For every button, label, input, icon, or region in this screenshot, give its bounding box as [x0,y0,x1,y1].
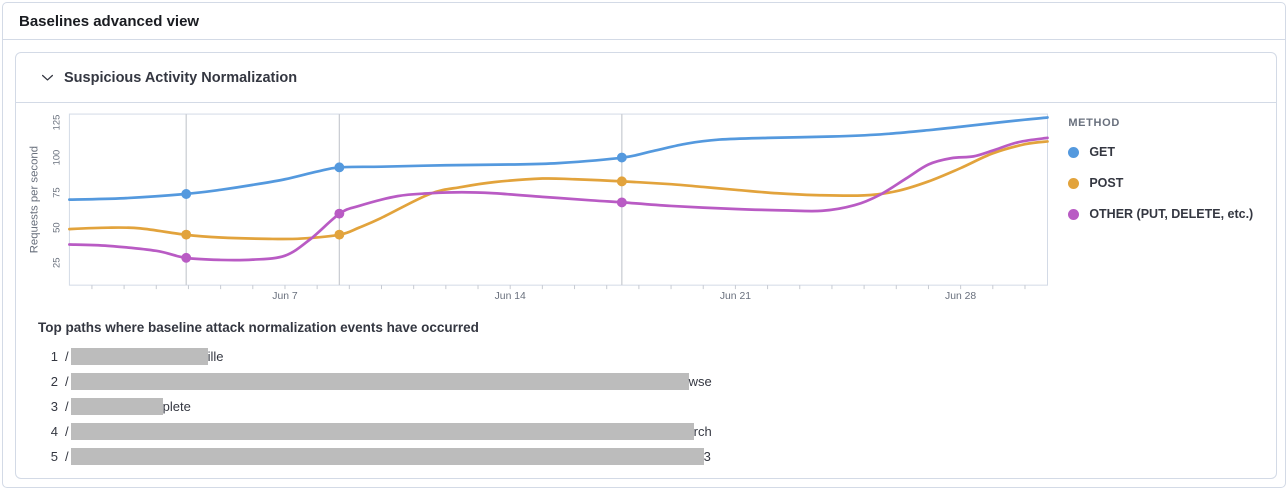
legend-title: METHOD [1068,117,1120,129]
path-rank: 4 [50,424,58,439]
path-row-4: 4 / rch [38,419,1276,444]
path-value: / wse [65,373,712,390]
top-paths-section: Top paths where baseline attack normaliz… [38,320,1276,469]
event-marker-get [181,189,192,199]
redacted-path-block [70,398,163,415]
top-paths-title: Top paths where baseline attack normaliz… [38,320,479,335]
chevron-down-icon[interactable] [40,71,54,85]
event-marker-post [181,229,192,240]
x-tick-label: Jun 21 [720,291,751,302]
path-slash: / [65,399,69,414]
legend-label: GET [1089,145,1116,159]
post-legend-dot-icon [1068,177,1080,189]
other-legend-dot-icon [1068,208,1080,220]
requests-chart: Jun 7 Jun 14 Jun 21 Jun 28 25 50 75 100 125 Reque… [29,113,1049,302]
event-marker-other [181,252,192,263]
redacted-path-block [70,423,694,440]
path-slash: / [65,374,69,389]
path-slash: / [65,424,69,439]
series-line-other [68,136,1049,262]
redacted-path-block [70,373,689,390]
section-title: Suspicious Activity Normalization [64,69,298,86]
y-tick-label: 75 [51,187,62,197]
path-rank: 3 [50,399,58,414]
y-tick-label: 100 [51,150,62,166]
path-suffix: 3 [703,449,711,464]
path-suffix: rch [693,424,712,439]
y-tick-label: 50 [51,222,62,232]
path-suffix: ille [207,349,224,364]
path-row-1: 1 / ille [38,344,1276,369]
series-line-post [68,140,1049,241]
path-value: / ille [65,348,224,365]
page-title: Baselines advanced view [19,12,200,30]
path-suffix: wse [688,374,712,389]
path-rank: 2 [50,374,58,389]
path-slash: / [65,349,69,364]
legend-item-other[interactable]: OTHER (PUT, DELETE, etc.) [1068,207,1276,221]
event-marker-other [616,197,627,208]
legend-item-get[interactable]: GET [1068,145,1276,159]
path-value: / plete [65,398,191,415]
event-marker-other [334,208,345,219]
page-title-bar: Baselines advanced view [3,3,1285,40]
event-marker-post [616,176,627,187]
legend-label: OTHER (PUT, DELETE, etc.) [1089,207,1254,221]
get-legend-dot-icon [1068,146,1080,158]
y-axis-title: Requests per second [29,146,41,253]
redacted-path-block [70,348,208,365]
event-marker-get [616,152,627,163]
y-tick-label: 125 [51,115,62,131]
path-rank: 5 [50,449,58,464]
event-marker-get [334,162,345,173]
y-tick-label: 25 [51,257,62,267]
x-tick-label: Jun 28 [945,291,976,302]
chart-legend: METHOD GET POST OTHER (PUT, DELETE, etc.… [1068,107,1276,312]
path-row-2: 2 / wse [38,369,1276,394]
path-value: /3 [65,448,711,465]
redacted-path-block [70,448,704,465]
series-line-get [68,116,1049,201]
path-slash: / [65,449,69,464]
x-tick-label: Jun 7 [272,291,298,302]
path-row-5: 5 /3 [38,444,1276,469]
legend-label: POST [1089,176,1124,190]
path-row-3: 3 / plete [38,394,1276,419]
path-rank: 1 [50,349,58,364]
x-tick-label: Jun 14 [495,291,526,302]
path-value: / rch [65,423,712,440]
chart-row: Jun 7 Jun 14 Jun 21 Jun 28 25 50 75 100 125 Reque… [16,107,1276,312]
legend-item-post[interactable]: POST [1068,176,1276,190]
event-marker-post [334,229,345,240]
section-header[interactable]: Suspicious Activity Normalization [16,53,1276,103]
path-suffix: plete [162,399,191,414]
